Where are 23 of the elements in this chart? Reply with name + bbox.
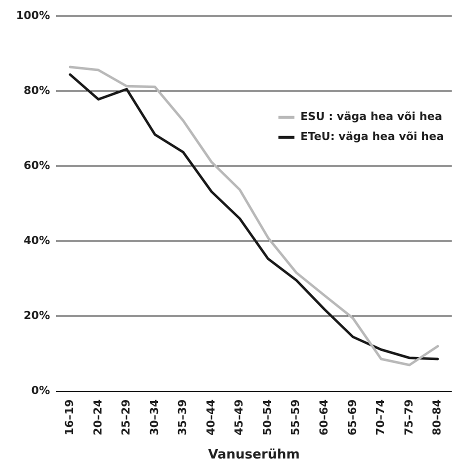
x-tick-label: 65–69 [346,399,359,436]
y-tick-label: 0% [31,384,50,398]
x-tick-label: 55–59 [289,399,302,436]
y-tick-label: 100% [16,8,50,22]
x-tick-label: 75–79 [402,399,416,436]
legend-label: ESU : väga hea või hea [300,110,442,124]
x-tick-label: 20–24 [91,398,104,436]
x-tick-label: 35–39 [176,399,190,436]
y-tick-label: 80% [24,84,50,97]
x-tick-label: 45–49 [232,399,246,436]
x-tick-label: 50–54 [260,398,274,436]
x-tick-label: 30–34 [148,398,161,436]
legend-label: ETeU: väga hea või hea [300,130,444,144]
x-tick-label: 25–29 [120,399,133,436]
x-axis-title: Vanuserühm [208,448,300,463]
x-tick-label: 80–84 [430,398,444,436]
y-tick-label: 20% [24,309,50,322]
y-tick-label: 40% [24,234,50,248]
y-tick-label: 60% [24,158,50,172]
x-tick-label: 16–19 [62,399,76,436]
x-tick-label: 40–44 [204,398,218,436]
x-tick-label: 70–74 [374,398,388,436]
x-tick-label: 60–64 [317,398,330,436]
